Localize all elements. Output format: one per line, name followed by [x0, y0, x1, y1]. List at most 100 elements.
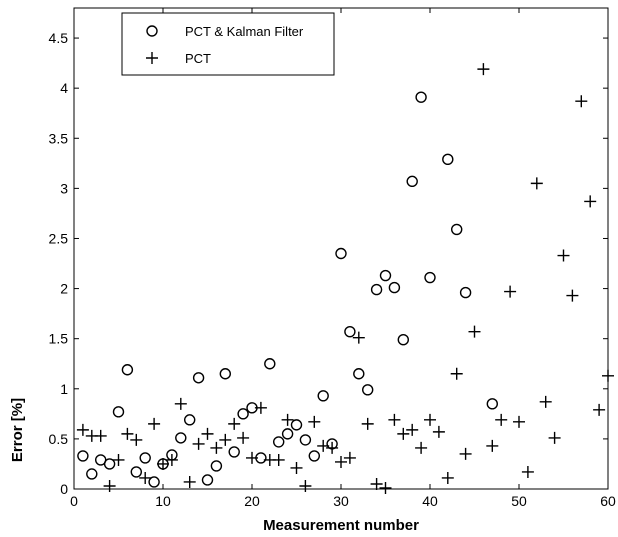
pct-point [566, 289, 579, 302]
pct-point [575, 95, 588, 108]
pct-point [228, 417, 241, 430]
pct-point [112, 453, 125, 466]
x-tick-label: 50 [511, 493, 527, 509]
kalman-point [175, 432, 187, 444]
pct-point [495, 413, 508, 426]
pct-point [299, 479, 312, 492]
pct-point [397, 427, 410, 440]
pct-point [165, 453, 178, 466]
legend-box [121, 12, 335, 76]
pct-point [121, 427, 134, 440]
kalman-point [353, 368, 365, 380]
pct-point [486, 439, 499, 452]
y-tick-label: 4 [60, 80, 68, 96]
x-tick-label: 10 [155, 493, 171, 509]
pct-point [148, 417, 161, 430]
kalman-point [86, 468, 98, 480]
pct-point [388, 413, 401, 426]
x-tick-label: 40 [422, 493, 438, 509]
y-tick-label: 2 [60, 281, 68, 297]
kalman-point [103, 458, 116, 470]
pct-point [450, 367, 463, 380]
x-tick-label: 20 [244, 493, 260, 509]
pct-point [468, 325, 481, 338]
kalman-point [299, 434, 312, 446]
kalman-point [183, 414, 196, 426]
kalman-point [451, 223, 463, 236]
kalman-point [273, 436, 285, 448]
pct-point [103, 479, 116, 492]
pct-point [459, 447, 472, 460]
kalman-point [130, 466, 143, 478]
pct-point [406, 423, 419, 436]
pct-point [530, 177, 543, 190]
pct-point [513, 415, 525, 428]
x-tick-label: 60 [600, 493, 616, 509]
pct-point [584, 195, 597, 208]
legend-plus-marker [146, 52, 158, 64]
pct-point [557, 249, 570, 262]
pct-point [246, 451, 258, 464]
kalman-point [362, 384, 374, 396]
kalman-point [228, 446, 240, 458]
kalman-point [148, 476, 160, 488]
kalman-point [237, 408, 249, 420]
pct-point [237, 431, 250, 444]
kalman-point [370, 283, 383, 296]
pct-point [441, 471, 454, 484]
legend-entry-pct: PCT [185, 51, 211, 66]
kalman-point [210, 460, 223, 472]
pct-point [361, 417, 374, 430]
pct-point [521, 465, 534, 478]
data-markers [76, 63, 614, 494]
pct-point [424, 413, 436, 426]
kalman-point [264, 358, 276, 370]
kalman-point [442, 153, 454, 166]
pct-point [272, 453, 285, 466]
pct-point [308, 415, 321, 428]
pct-point [192, 437, 205, 450]
pct-point [290, 461, 303, 474]
kalman-point [406, 175, 418, 188]
y-tick-label: 0.5 [49, 431, 69, 447]
pct-point [477, 63, 490, 76]
kalman-point [139, 452, 151, 464]
pct-point [201, 427, 214, 440]
pct-point [76, 423, 89, 436]
pct-point [130, 433, 143, 446]
x-tick-label: 0 [70, 493, 78, 509]
pct-point [219, 433, 232, 446]
y-tick-label: 3 [60, 180, 68, 196]
kalman-point [459, 286, 472, 299]
kalman-point [379, 269, 392, 282]
kalman-point [112, 406, 125, 418]
kalman-point [424, 271, 436, 284]
y-tick-label: 1 [60, 381, 68, 397]
pct-point [326, 441, 339, 454]
pct-point [370, 477, 383, 490]
kalman-point [201, 474, 214, 486]
pct-point [343, 451, 356, 464]
kalman-point [281, 428, 294, 440]
legend: PCT & Kalman Filter PCT [121, 12, 335, 76]
kalman-point [290, 419, 303, 431]
x-tick-label: 30 [333, 493, 349, 509]
pct-point [504, 285, 517, 298]
kalman-point [121, 364, 134, 376]
pct-point [254, 401, 267, 414]
pct-point [548, 431, 561, 444]
kalman-point [335, 247, 347, 260]
kalman-point [192, 372, 205, 384]
y-tick-label: 1.5 [49, 331, 69, 347]
kalman-point [219, 368, 232, 380]
tick-labels: 0 10 20 30 40 50 60 0 0.5 1 1.5 2 2.5 3 3.5 4 4.5 [49, 30, 616, 509]
kalman-point [344, 325, 356, 338]
pct-point [335, 455, 347, 468]
pct-point [432, 425, 445, 438]
pct-point [281, 413, 294, 426]
kalman-point [308, 450, 320, 462]
y-tick-label: 2.5 [49, 230, 69, 246]
pct-point [157, 457, 169, 470]
kalman-point [317, 390, 329, 402]
pct-point [139, 471, 152, 484]
